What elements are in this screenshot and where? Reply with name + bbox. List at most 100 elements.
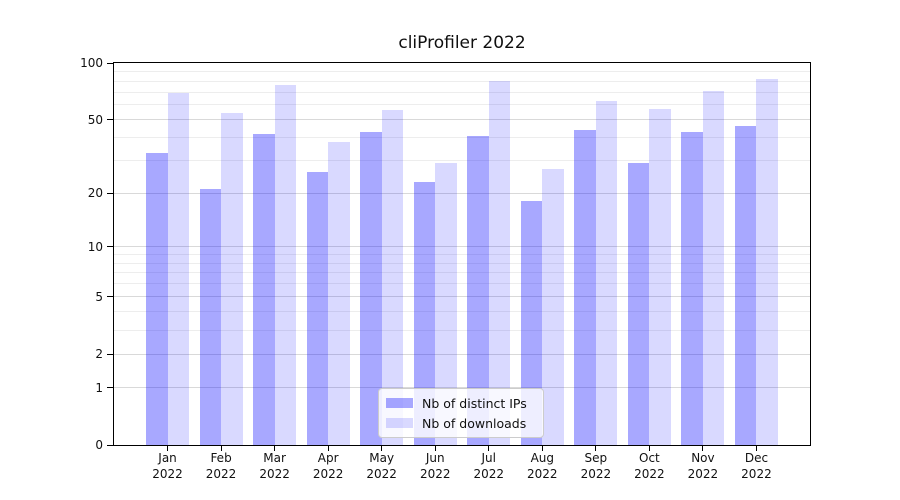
bar-distinct-ips-oct (627, 163, 650, 445)
x-tick-month-dec: Dec (744, 451, 769, 465)
y-tick-label-0: 0 (95, 438, 103, 452)
gridline-minor-7 (114, 272, 810, 274)
y-tick-50 (107, 119, 113, 121)
bar-downloads-nov (702, 91, 725, 445)
y-tick-label-5: 5 (95, 289, 103, 304)
x-tick-mar (274, 446, 276, 451)
plot-area (113, 62, 811, 446)
bar-distinct-ips-sep (574, 129, 596, 445)
x-tick-aug (541, 446, 543, 451)
gridline-major-1 (114, 387, 810, 389)
bar-downloads-dec (756, 79, 778, 445)
x-tick-label-jun: Jun 2022 (408, 451, 462, 482)
x-tick-year-may: 2022 (366, 466, 397, 481)
gridline-major-10 (114, 246, 810, 248)
y-tick-20 (107, 192, 113, 194)
x-tick-label-jul: Jul 2022 (462, 451, 516, 482)
x-tick-year-jul: 2022 (473, 466, 505, 481)
bar-downloads-feb (221, 113, 243, 445)
gridline-minor-6 (114, 283, 810, 285)
gridline-minor-60 (114, 104, 810, 106)
y-tick-label-100: 100 (80, 56, 103, 70)
legend-item-distinct-ips: Nb of distinct IPs (386, 393, 534, 413)
legend-swatch-downloads (386, 418, 413, 428)
bar-distinct-ips-jul (467, 135, 489, 445)
y-tick-label-50: 50 (87, 112, 103, 127)
gridline-major-20 (114, 192, 810, 194)
x-tick-apr (327, 446, 329, 451)
x-tick-year-aug: 2022 (527, 466, 558, 481)
y-tick-10 (107, 246, 113, 248)
x-tick-month-may: May (369, 451, 395, 465)
bar-distinct-ips-apr (306, 172, 329, 445)
legend-label-distinct-ips: Nb of distinct IPs (422, 395, 527, 411)
bar-downloads-apr (328, 141, 350, 445)
gridline-minor-70 (114, 91, 810, 93)
gridline-major-5 (114, 296, 810, 298)
legend: Nb of distinct IPs Nb of downloads (378, 388, 544, 438)
bar-downloads-jan (167, 93, 190, 445)
bar-downloads-jun (435, 163, 457, 445)
x-tick-year-jun: 2022 (419, 466, 451, 481)
x-tick-month-jan: Jan (158, 451, 177, 465)
bar-distinct-ips-jan (146, 153, 168, 445)
x-tick-year-nov: 2022 (687, 466, 719, 481)
chart-title: cliProfiler 2022 (398, 33, 526, 53)
y-tick-label-2: 2 (95, 347, 103, 362)
x-tick-label-dec: Dec 2022 (729, 451, 783, 482)
x-tick-year-jan: 2022 (152, 466, 183, 481)
legend-item-downloads: Nb of downloads (386, 413, 534, 433)
bar-distinct-ips-nov (681, 131, 703, 445)
bar-distinct-ips-may (360, 131, 382, 445)
y-tick-5 (107, 296, 113, 298)
x-tick-month-feb: Feb (210, 451, 232, 465)
bar-downloads-jul (488, 81, 511, 445)
x-tick-month-apr: Apr (317, 451, 339, 465)
x-tick-label-nov: Nov 2022 (676, 451, 730, 482)
gridline-major-2 (114, 353, 810, 355)
bar-downloads-mar (274, 85, 297, 445)
gridline-minor-80 (114, 80, 810, 82)
y-tick-label-20: 20 (87, 186, 103, 200)
bar-downloads-aug (542, 169, 564, 445)
x-tick-label-aug: Aug 2022 (515, 451, 569, 482)
x-tick-feb (220, 446, 222, 451)
bar-distinct-ips-aug (520, 201, 543, 445)
x-tick-jan (167, 446, 169, 451)
y-tick-0 (107, 444, 113, 446)
bar-distinct-ips-feb (199, 189, 222, 445)
bar-distinct-ips-jun (413, 181, 436, 445)
x-tick-year-oct: 2022 (634, 466, 665, 481)
x-tick-jul (488, 446, 490, 451)
x-tick-month-nov: Nov (691, 451, 715, 465)
x-tick-label-feb: Feb 2022 (194, 451, 248, 482)
x-tick-may (381, 446, 383, 451)
bar-distinct-ips-dec (734, 126, 757, 445)
gridline-major-50 (114, 119, 810, 121)
y-tick-2 (107, 353, 113, 355)
x-tick-month-jun: Jun (425, 451, 445, 465)
x-tick-month-oct: Oct (639, 451, 660, 465)
x-tick-month-aug: Aug (530, 451, 555, 465)
bar-downloads-may (381, 110, 404, 445)
gridline-minor-8 (114, 262, 810, 264)
gridline-minor-9 (114, 253, 810, 255)
bar-downloads-sep (595, 100, 618, 445)
legend-swatch-distinct-ips (386, 398, 413, 408)
gridline-minor-40 (114, 137, 810, 139)
x-tick-nov (702, 446, 704, 451)
x-tick-label-jan: Jan 2022 (141, 451, 195, 482)
y-tick-label-1: 1 (95, 380, 103, 395)
x-tick-jun (434, 446, 436, 451)
bar-distinct-ips-mar (253, 133, 275, 445)
x-tick-year-sep: 2022 (580, 466, 612, 481)
legend-label-downloads: Nb of downloads (422, 415, 527, 431)
x-tick-label-oct: Oct 2022 (622, 451, 676, 482)
gridline-minor-30 (114, 160, 810, 162)
x-tick-month-jul: Jul (481, 451, 496, 465)
x-tick-sep (595, 446, 597, 451)
x-tick-month-mar: Mar (263, 451, 286, 465)
x-tick-year-dec: 2022 (741, 466, 772, 481)
x-tick-year-apr: 2022 (312, 466, 344, 481)
